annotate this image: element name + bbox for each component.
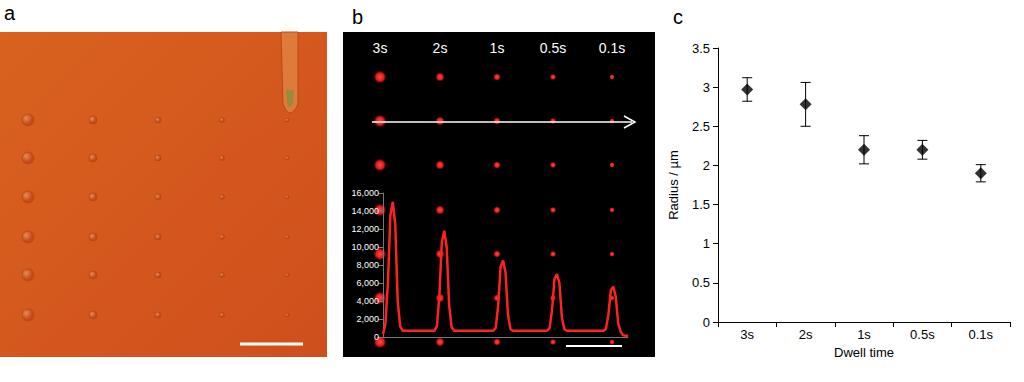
svg-text:3: 3 [703, 80, 710, 95]
svg-text:2: 2 [703, 158, 710, 173]
svg-text:12,000: 12,000 [351, 224, 379, 234]
svg-text:3.5: 3.5 [692, 41, 710, 56]
svg-text:0.5s: 0.5s [910, 327, 935, 342]
svg-text:16,000: 16,000 [351, 188, 379, 198]
svg-text:4,000: 4,000 [356, 296, 379, 306]
svg-text:2s: 2s [799, 327, 813, 342]
svg-text:2,000: 2,000 [356, 314, 379, 324]
svg-text:8,000: 8,000 [356, 260, 379, 270]
svg-text:3s: 3s [740, 327, 754, 342]
svg-text:3s: 3s [373, 40, 388, 56]
svg-text:14,000: 14,000 [351, 206, 379, 216]
svg-text:0.1s: 0.1s [599, 40, 625, 56]
svg-text:0.1s: 0.1s [969, 327, 994, 342]
svg-text:1s: 1s [490, 40, 505, 56]
svg-text:0: 0 [374, 332, 379, 342]
svg-text:10,000: 10,000 [351, 242, 379, 252]
svg-text:6,000: 6,000 [356, 278, 379, 288]
svg-text:2.5: 2.5 [692, 119, 710, 134]
svg-text:Dwell time: Dwell time [834, 345, 894, 360]
svg-text:b: b [352, 6, 363, 28]
svg-text:Radius / µm: Radius / µm [666, 150, 681, 220]
svg-text:1: 1 [703, 236, 710, 251]
svg-text:0: 0 [703, 315, 710, 330]
svg-text:c: c [673, 6, 683, 28]
svg-text:0.5s: 0.5s [540, 40, 566, 56]
svg-text:1.5: 1.5 [692, 197, 710, 212]
svg-text:2s: 2s [433, 40, 448, 56]
svg-text:0.5: 0.5 [692, 275, 710, 290]
svg-text:a: a [4, 2, 16, 24]
svg-text:1s: 1s [857, 327, 871, 342]
